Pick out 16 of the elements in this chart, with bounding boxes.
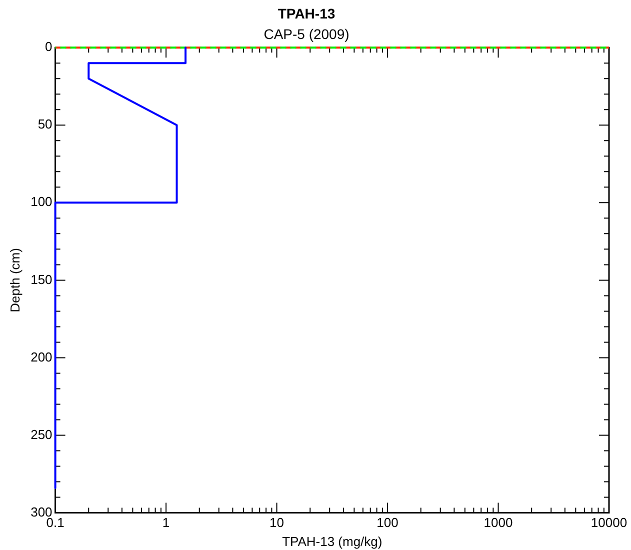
y-tick-label: 200: [30, 349, 52, 364]
chart-subtitle: CAP-5 (2009): [264, 26, 350, 42]
chart-title: TPAH-13: [278, 5, 336, 22]
x-tick-label: 1: [162, 515, 170, 530]
y-tick-label: 0: [45, 39, 52, 54]
y-tick-label: 250: [30, 426, 52, 442]
x-tick-label: 10000: [590, 515, 628, 530]
x-tick-label: 100: [376, 515, 398, 530]
y-tick-label: 300: [30, 504, 52, 520]
x-tick-label: 10: [270, 515, 284, 530]
y-tick-label: 150: [30, 272, 52, 287]
x-tick-label: 1000: [484, 515, 513, 530]
y-axis-title: Depth (cm): [7, 248, 22, 312]
y-tick-label: 100: [30, 194, 52, 210]
y-tick-label: 50: [38, 116, 52, 132]
x-axis-title: TPAH-13 (mg/kg): [282, 534, 382, 549]
